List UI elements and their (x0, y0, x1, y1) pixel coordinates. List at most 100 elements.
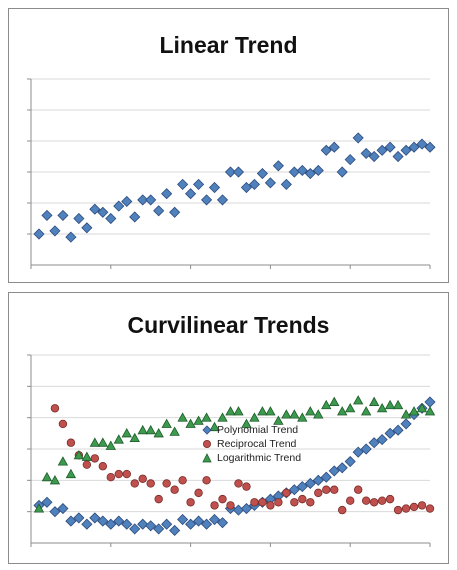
legend-label: Reciprocal Trend (217, 438, 297, 450)
data-point-circle (377, 496, 387, 505)
data-point-diamond (376, 144, 388, 156)
data-point-triangle (313, 409, 324, 419)
data-point-diamond (153, 523, 165, 535)
data-point-diamond (312, 474, 324, 486)
data-point-circle (417, 501, 427, 510)
data-point-diamond (368, 437, 380, 449)
data-point-circle (409, 502, 419, 512)
data-point-circle (202, 476, 211, 485)
data-point-diamond (161, 518, 173, 530)
data-point-triangle (289, 409, 300, 419)
data-point-diamond (328, 141, 340, 153)
data-point-circle (130, 479, 139, 488)
data-point-diamond (216, 194, 229, 206)
data-point-diamond (65, 231, 77, 243)
data-point-diamond (89, 203, 101, 215)
data-point-circle (306, 498, 315, 507)
data-point-diamond (89, 512, 101, 524)
data-point-diamond (169, 206, 181, 218)
data-point-diamond (336, 462, 348, 474)
data-point-triangle (376, 402, 388, 413)
data-point-diamond (153, 205, 165, 217)
data-point-triangle (360, 406, 372, 416)
legend-label: Logarithmic Trend (217, 452, 302, 464)
chart-title: Linear Trend (159, 32, 298, 58)
data-point-diamond (105, 212, 117, 225)
data-point-triangle (177, 412, 188, 422)
data-point-circle (290, 498, 299, 507)
data-point-diamond (304, 477, 316, 490)
data-point-circle (330, 485, 339, 494)
data-point-triangle (161, 418, 172, 428)
data-point-circle (194, 488, 203, 498)
data-point-diamond (392, 424, 404, 436)
data-point-triangle (185, 418, 196, 428)
data-point-diamond (169, 524, 181, 537)
data-point-triangle (193, 415, 204, 425)
data-point-diamond (232, 166, 245, 178)
data-point-triangle (297, 412, 308, 422)
data-point-diamond (224, 166, 237, 178)
data-point-diamond (161, 188, 173, 200)
data-point-circle (242, 482, 251, 491)
data-point-circle (338, 505, 347, 515)
data-point-diamond (360, 147, 372, 159)
data-point-triangle (233, 406, 244, 416)
data-point-diamond (81, 222, 93, 234)
data-point-triangle (273, 415, 284, 425)
data-point-triangle (329, 396, 340, 406)
data-point-circle (226, 501, 235, 510)
data-point-triangle (209, 421, 220, 432)
data-point-diamond (185, 518, 197, 530)
data-point-circle (138, 474, 147, 483)
data-point-triangle (105, 440, 116, 450)
linear-trend-plot (27, 78, 436, 269)
circle-marker-icon (202, 439, 212, 449)
data-point-circle (122, 469, 131, 479)
data-point-diamond (137, 194, 149, 206)
data-point-circle (50, 404, 60, 413)
data-point-diamond (424, 141, 436, 153)
data-point-diamond (57, 502, 69, 515)
data-point-circle (98, 462, 108, 471)
data-point-triangle (145, 424, 156, 435)
data-point-triangle (33, 503, 45, 513)
data-point-triangle (169, 426, 180, 436)
triangle-marker-icon (202, 453, 212, 463)
data-point-diamond (200, 518, 213, 530)
data-point-triangle (368, 396, 380, 406)
data-point-diamond (208, 181, 221, 194)
data-point-triangle (81, 451, 93, 461)
data-point-diamond (49, 225, 61, 237)
data-point-circle (170, 485, 179, 494)
data-point-circle (266, 501, 275, 510)
data-point-diamond (113, 200, 125, 212)
data-point-diamond (200, 194, 213, 206)
data-point-triangle (384, 399, 396, 410)
data-point-diamond (256, 167, 268, 180)
data-point-circle (146, 479, 155, 488)
data-point-triangle (97, 437, 108, 447)
data-point-diamond (328, 465, 340, 477)
data-point-diamond (193, 178, 205, 190)
data-point-triangle (129, 432, 140, 443)
data-point-diamond (41, 209, 53, 221)
data-point-diamond (376, 434, 388, 446)
data-point-diamond (121, 518, 133, 530)
data-point-diamond (145, 194, 157, 206)
data-point-triangle (153, 428, 164, 438)
data-point-triangle (345, 402, 356, 413)
data-point-circle (218, 494, 227, 504)
curvilinear-trends-chart: Curvilinear Trends Polynomial Trend Reci… (8, 292, 449, 564)
data-point-triangle (353, 395, 364, 405)
data-point-circle (90, 454, 100, 463)
data-point-diamond (33, 228, 45, 240)
data-point-diamond (312, 164, 324, 177)
data-point-circle (114, 469, 123, 479)
data-point-circle (250, 498, 259, 507)
data-point-diamond (384, 427, 396, 439)
data-point-triangle (57, 456, 69, 466)
data-point-circle (234, 479, 243, 488)
data-point-circle (385, 494, 395, 504)
data-point-circle (346, 496, 355, 505)
